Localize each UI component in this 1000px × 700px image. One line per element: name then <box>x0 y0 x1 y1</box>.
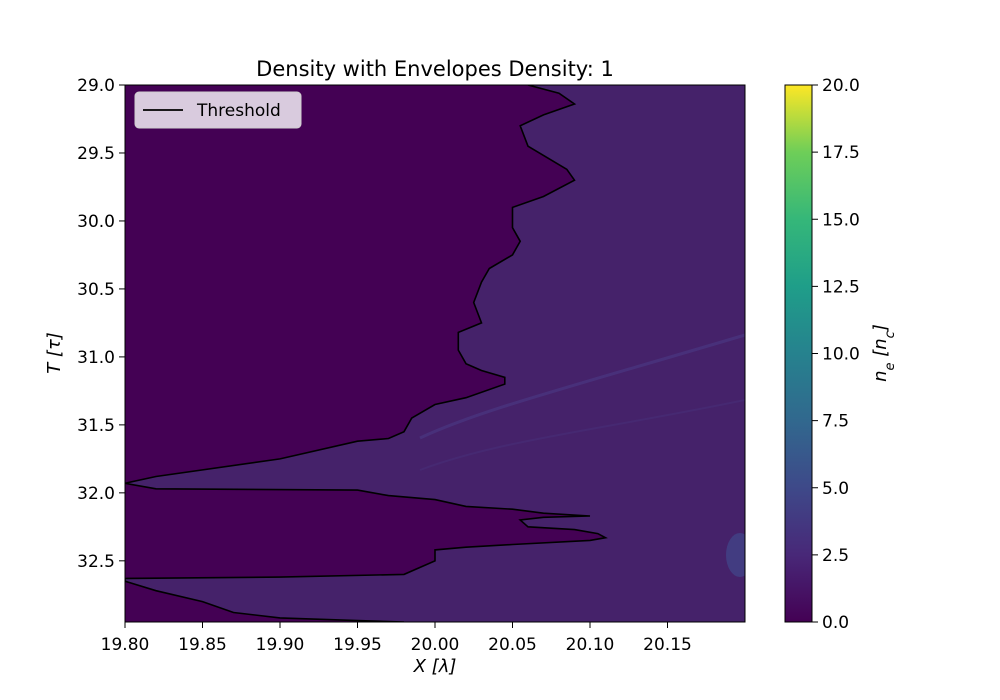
colorbar-gradient <box>784 84 813 623</box>
colorbar-tick-label: 5.0 <box>822 479 849 499</box>
y-tick-label: 30.0 <box>77 212 115 232</box>
colorbar-tick-label: 2.5 <box>822 546 849 566</box>
y-axis: 29.0 29.5 30.0 30.5 31.0 31.5 32.0 32.5 <box>77 76 125 572</box>
y-tick-label: 32.0 <box>77 484 115 504</box>
legend-box <box>134 91 302 129</box>
x-tick-label: 19.80 <box>101 635 150 655</box>
x-tick-label: 20.15 <box>643 635 692 655</box>
y-tick-label: 31.5 <box>77 416 115 436</box>
legend-entry-threshold: Threshold <box>196 101 281 121</box>
colorbar-tick-label: 0.0 <box>822 613 849 633</box>
colorbar-tick-label: 7.5 <box>822 412 849 432</box>
chart-title: Density with Envelopes Density: 1 <box>256 57 614 81</box>
colorbar-tick-label: 17.5 <box>822 143 860 163</box>
x-axis: 19.80 19.85 19.90 19.95 20.00 20.05 20.10 20.15 <box>101 622 692 655</box>
x-tick-label: 20.10 <box>566 635 615 655</box>
y-axis-label: T [τ] <box>44 332 65 374</box>
density-streak-2 <box>419 399 745 471</box>
density-field <box>125 85 745 622</box>
high-density-region <box>125 85 745 622</box>
y-tick-label: 29.0 <box>77 76 115 96</box>
y-tick-label: 31.0 <box>77 348 115 368</box>
colorbar: 0.0 2.5 5.0 7.5 10.0 12.5 15.0 17.5 20.0 ne [nc] <box>784 76 898 633</box>
colorbar-tick-label: 15.0 <box>822 210 860 230</box>
x-tick-label: 20.00 <box>411 635 460 655</box>
threshold-line <box>125 85 608 622</box>
x-tick-label: 19.85 <box>178 635 227 655</box>
density-hotspot <box>726 533 745 577</box>
x-axis-label: X [λ] <box>413 656 457 677</box>
colorbar-tick-label: 12.5 <box>822 277 860 297</box>
x-tick-label: 20.05 <box>488 635 537 655</box>
density-streak <box>419 333 745 440</box>
x-tick-label: 19.95 <box>333 635 382 655</box>
colorbar-label: ne [nc] <box>870 324 898 382</box>
colorbar-tick-label: 20.0 <box>822 76 860 96</box>
y-tick-label: 30.5 <box>77 280 115 300</box>
legend: Threshold <box>134 91 302 129</box>
x-tick-label: 19.90 <box>256 635 305 655</box>
y-tick-label: 32.5 <box>77 552 115 572</box>
colorbar-ticks: 0.0 2.5 5.0 7.5 10.0 12.5 15.0 17.5 20.0 <box>812 76 860 633</box>
y-tick-label: 29.5 <box>77 144 115 164</box>
colorbar-tick-label: 10.0 <box>822 345 860 365</box>
